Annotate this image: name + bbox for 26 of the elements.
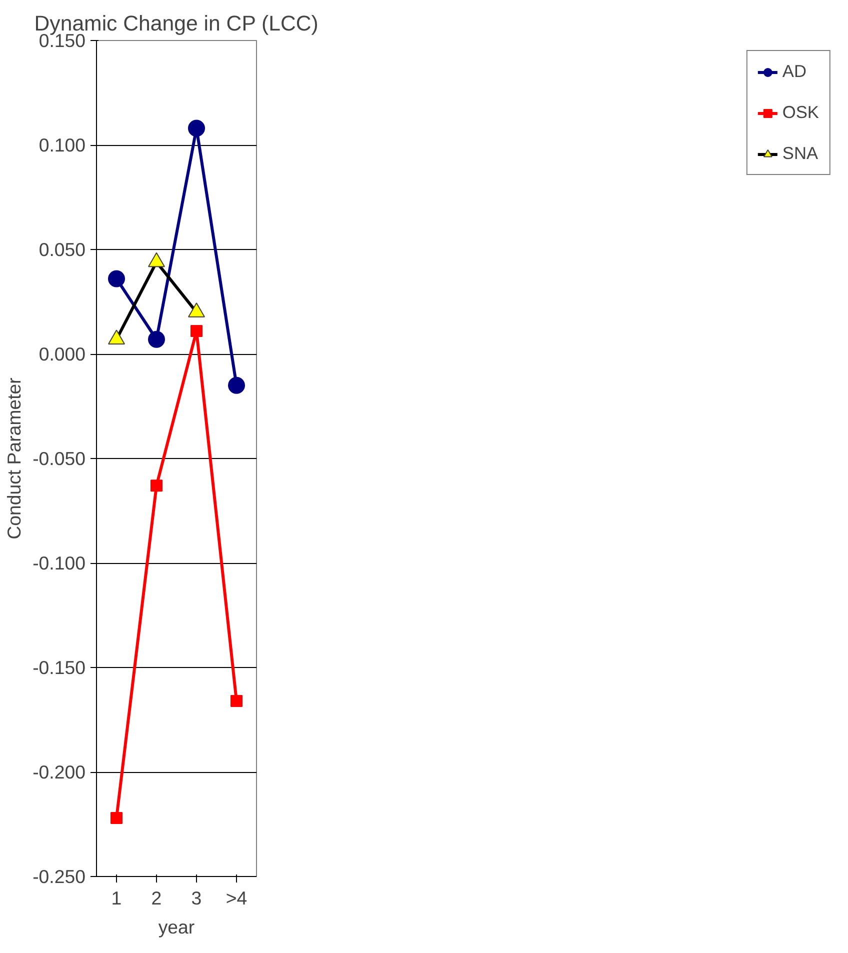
y-axis-title: Conduct Parameter	[4, 378, 25, 540]
x-tick-label: >4	[226, 888, 248, 908]
point	[150, 480, 162, 492]
y-tick-label: 0.050	[38, 239, 86, 260]
x-tick-label: 2	[151, 888, 162, 908]
legend-label: AD	[782, 61, 806, 82]
point	[228, 376, 245, 394]
x-axis-title: year	[158, 916, 195, 938]
x-tick-label: 1	[111, 888, 122, 908]
point	[148, 330, 165, 348]
point	[190, 325, 202, 338]
point	[108, 270, 125, 288]
point	[110, 812, 122, 824]
x-tick-label: 3	[191, 888, 202, 908]
y-tick-label: -0.250	[32, 866, 86, 887]
y-tick-label: -0.150	[32, 657, 86, 678]
legend-label: OSK	[782, 102, 819, 123]
y-tick-label: -0.200	[32, 762, 86, 782]
point	[230, 694, 242, 707]
y-tick-label: 0.100	[38, 134, 86, 156]
y-tick-label: -0.100	[32, 552, 86, 574]
point	[188, 120, 205, 137]
legend-label: SNA	[782, 143, 818, 164]
chart-title: Dynamic Change in CP (LCC)	[34, 12, 318, 36]
y-tick-label: 0.000	[38, 344, 86, 364]
y-tick-label: -0.050	[32, 448, 86, 469]
